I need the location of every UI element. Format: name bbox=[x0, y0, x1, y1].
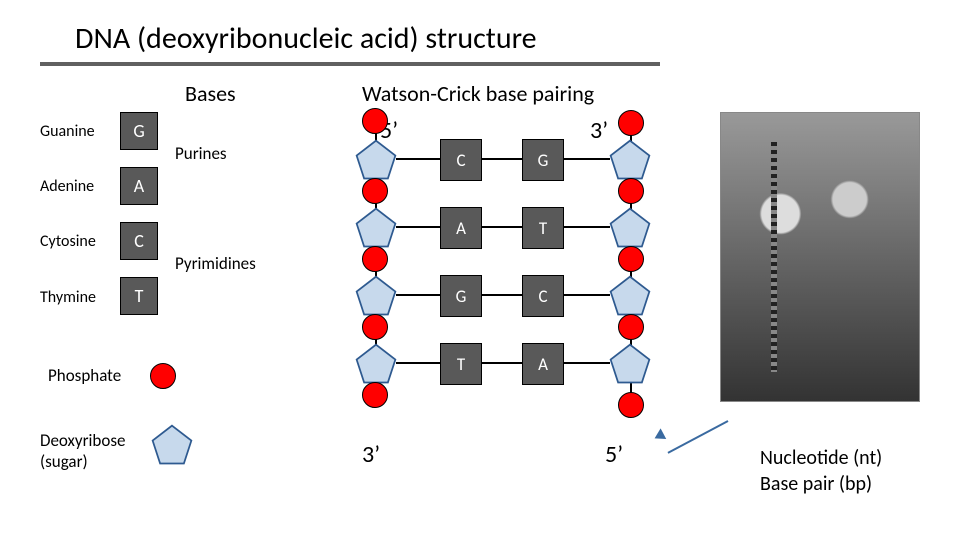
base-square-g: G bbox=[120, 112, 158, 150]
phosphate-node bbox=[618, 178, 644, 204]
end-label-3-bottom: 3’ bbox=[362, 440, 380, 469]
pair-base-right: A bbox=[522, 343, 564, 385]
base-label-thymine: Thymine bbox=[40, 288, 96, 307]
phosphate-icon bbox=[150, 363, 176, 389]
phosphate-node bbox=[362, 314, 388, 340]
class-label-pyrimidines: Pyrimidines bbox=[175, 253, 256, 274]
base-square-c: C bbox=[120, 222, 158, 260]
legend-label-deoxyribose: Deoxyribose (sugar) bbox=[40, 430, 140, 472]
sugar-pentagon bbox=[608, 138, 652, 182]
bottom-terms: Nucleotide (nt) Base pair (bp) bbox=[760, 445, 882, 497]
sugar-pentagon bbox=[354, 342, 398, 386]
phosphate-node bbox=[362, 246, 388, 272]
watson-crick-photo bbox=[720, 112, 920, 402]
end-label-5-bottom: 5’ bbox=[605, 440, 623, 469]
phosphate-node bbox=[362, 382, 388, 408]
pair-bond bbox=[396, 294, 610, 296]
pair-bond bbox=[396, 362, 610, 364]
phosphate-node bbox=[618, 314, 644, 340]
base-square-t: T bbox=[120, 277, 158, 315]
pair-base-right: C bbox=[522, 275, 564, 317]
sugar-pentagon bbox=[354, 274, 398, 318]
phosphate-node bbox=[618, 110, 644, 136]
base-label-cytosine: Cytosine bbox=[40, 232, 96, 251]
phosphate-node bbox=[362, 108, 388, 134]
sugar-pentagon bbox=[354, 206, 398, 250]
sugar-pentagon bbox=[354, 138, 398, 182]
base-label-adenine: Adenine bbox=[40, 177, 94, 196]
base-label-guanine: Guanine bbox=[40, 122, 95, 141]
deoxyribose-icon bbox=[150, 423, 194, 467]
pair-base-left: G bbox=[440, 275, 482, 317]
pair-base-right: G bbox=[522, 139, 564, 181]
section-heading-wc: Watson-Crick base pairing bbox=[362, 80, 594, 107]
sugar-pentagon bbox=[608, 274, 652, 318]
pair-base-left: C bbox=[440, 139, 482, 181]
title-underline bbox=[40, 62, 660, 66]
phosphate-node bbox=[618, 246, 644, 272]
phosphate-node bbox=[618, 392, 644, 418]
sugar-pentagon bbox=[608, 342, 652, 386]
term-nucleotide: Nucleotide (nt) bbox=[760, 445, 882, 471]
pair-base-right: T bbox=[522, 207, 564, 249]
section-heading-bases: Bases bbox=[185, 80, 236, 107]
pair-bond bbox=[396, 226, 610, 228]
wc-diagram: CGATGCTA bbox=[330, 108, 680, 438]
phosphate-node bbox=[362, 178, 388, 204]
term-basepair: Base pair (bp) bbox=[760, 471, 882, 497]
page-title: DNA (deoxyribonucleic acid) structure bbox=[75, 20, 537, 57]
pair-bond bbox=[396, 158, 610, 160]
sugar-pentagon bbox=[608, 206, 652, 250]
base-square-a: A bbox=[120, 167, 158, 205]
legend-label-phosphate: Phosphate bbox=[48, 365, 121, 386]
class-label-purines: Purines bbox=[175, 143, 227, 164]
pair-base-left: A bbox=[440, 207, 482, 249]
pair-base-left: T bbox=[440, 343, 482, 385]
